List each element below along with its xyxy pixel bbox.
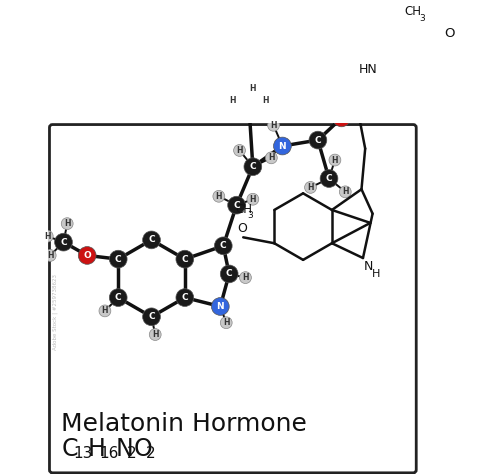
Circle shape bbox=[42, 230, 53, 242]
Text: H: H bbox=[44, 232, 51, 241]
Circle shape bbox=[228, 196, 246, 214]
Circle shape bbox=[142, 231, 160, 249]
Text: H: H bbox=[250, 195, 256, 204]
Text: H: H bbox=[88, 437, 106, 461]
Circle shape bbox=[212, 297, 229, 315]
Text: Melatonin Hormone: Melatonin Hormone bbox=[62, 412, 307, 436]
Text: 3: 3 bbox=[419, 14, 425, 23]
Text: C: C bbox=[148, 236, 155, 245]
Text: C: C bbox=[182, 293, 188, 302]
Circle shape bbox=[220, 265, 238, 283]
Circle shape bbox=[110, 250, 127, 268]
Text: N: N bbox=[116, 437, 134, 461]
Text: O: O bbox=[237, 222, 246, 235]
Text: H: H bbox=[262, 95, 268, 104]
Circle shape bbox=[329, 154, 341, 166]
Text: C: C bbox=[326, 174, 332, 183]
Text: CH: CH bbox=[236, 203, 253, 216]
Text: H: H bbox=[242, 273, 248, 282]
Circle shape bbox=[320, 170, 338, 188]
Circle shape bbox=[150, 329, 161, 341]
Circle shape bbox=[240, 272, 252, 284]
Text: 16: 16 bbox=[100, 446, 119, 461]
Circle shape bbox=[176, 289, 194, 306]
Circle shape bbox=[274, 137, 291, 155]
Text: H: H bbox=[64, 219, 70, 228]
Text: O: O bbox=[338, 114, 345, 123]
Text: 2: 2 bbox=[146, 446, 155, 461]
Circle shape bbox=[44, 249, 56, 261]
Circle shape bbox=[244, 158, 262, 176]
Text: H: H bbox=[342, 187, 348, 196]
Circle shape bbox=[309, 131, 327, 149]
Text: H: H bbox=[102, 306, 108, 315]
Circle shape bbox=[234, 144, 245, 156]
Text: N: N bbox=[278, 142, 286, 151]
Text: H: H bbox=[250, 84, 256, 93]
Circle shape bbox=[227, 94, 239, 106]
Circle shape bbox=[213, 190, 224, 202]
Text: O: O bbox=[134, 437, 152, 461]
Circle shape bbox=[240, 100, 258, 118]
Circle shape bbox=[268, 119, 280, 131]
Text: H: H bbox=[152, 330, 158, 339]
Text: H: H bbox=[223, 318, 230, 327]
Text: C: C bbox=[60, 238, 67, 247]
Circle shape bbox=[62, 218, 73, 229]
Text: H: H bbox=[332, 155, 338, 164]
Text: 2: 2 bbox=[126, 446, 136, 461]
Text: H: H bbox=[268, 153, 274, 162]
Text: C: C bbox=[62, 437, 78, 461]
Text: Adobe Stock | #259738623: Adobe Stock | #259738623 bbox=[52, 274, 58, 350]
Text: C: C bbox=[314, 135, 321, 144]
Text: H: H bbox=[308, 183, 314, 192]
Text: O: O bbox=[84, 251, 91, 260]
Text: N: N bbox=[364, 260, 374, 274]
Text: C: C bbox=[234, 200, 240, 209]
Text: C: C bbox=[115, 255, 121, 264]
Text: HN: HN bbox=[359, 63, 378, 76]
Circle shape bbox=[340, 186, 351, 198]
Circle shape bbox=[332, 109, 350, 127]
Text: H: H bbox=[236, 146, 243, 155]
Text: C: C bbox=[115, 293, 121, 302]
Text: H: H bbox=[47, 251, 54, 260]
Text: CH: CH bbox=[404, 5, 421, 19]
Circle shape bbox=[54, 233, 72, 251]
Text: C: C bbox=[246, 104, 252, 114]
Circle shape bbox=[142, 308, 160, 326]
Text: C: C bbox=[220, 241, 226, 250]
FancyBboxPatch shape bbox=[50, 124, 416, 473]
Circle shape bbox=[247, 193, 259, 205]
Text: H: H bbox=[230, 95, 236, 104]
Text: C: C bbox=[250, 162, 256, 171]
Text: H: H bbox=[270, 121, 277, 130]
Text: C: C bbox=[148, 312, 155, 321]
Circle shape bbox=[260, 94, 272, 106]
Circle shape bbox=[266, 152, 277, 164]
Circle shape bbox=[78, 247, 96, 264]
Text: C: C bbox=[226, 269, 232, 278]
Text: C: C bbox=[182, 255, 188, 264]
Circle shape bbox=[176, 250, 194, 268]
Text: O: O bbox=[444, 28, 454, 40]
Circle shape bbox=[214, 237, 232, 255]
Text: H: H bbox=[372, 269, 380, 279]
Text: N: N bbox=[216, 302, 224, 311]
Circle shape bbox=[99, 305, 111, 317]
Text: 3: 3 bbox=[247, 211, 252, 220]
Text: H: H bbox=[216, 192, 222, 201]
Circle shape bbox=[247, 82, 259, 94]
Circle shape bbox=[110, 289, 127, 306]
Circle shape bbox=[220, 317, 232, 329]
Text: 13: 13 bbox=[73, 446, 92, 461]
Circle shape bbox=[304, 181, 316, 193]
